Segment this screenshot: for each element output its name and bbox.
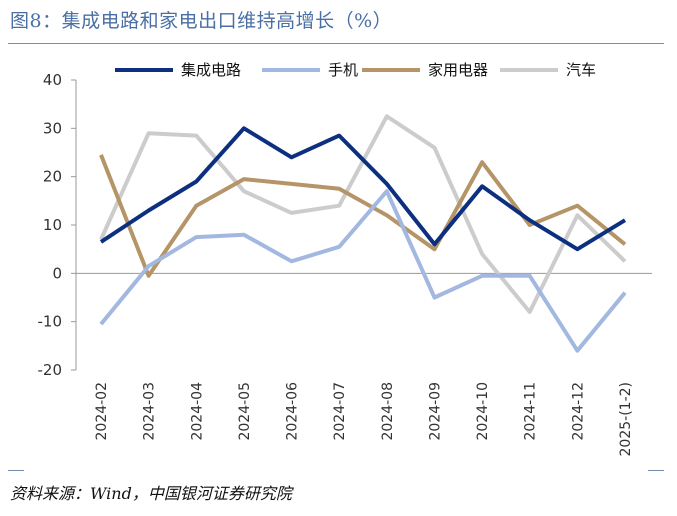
y-tick-label: 40 — [43, 71, 62, 89]
legend-label: 手机 — [328, 61, 358, 79]
x-tick-label: 2024-10 — [475, 382, 491, 441]
x-tick-label: 2024-08 — [380, 382, 396, 441]
top-divider — [8, 43, 664, 44]
x-tick-label: 2024-11 — [523, 382, 539, 441]
x-tick-label: 2024-05 — [237, 382, 253, 441]
y-tick-label: -10 — [38, 313, 63, 331]
x-tick-label: 2024-09 — [427, 382, 443, 441]
chart-series — [99, 114, 627, 353]
source-note: 资料来源：Wind，中国银河证券研究院 — [10, 484, 292, 503]
bottom-divider-right — [648, 470, 664, 471]
series-line-手机 — [99, 189, 627, 353]
y-tick-label: 10 — [43, 216, 62, 234]
x-tick-label: 2024-07 — [332, 382, 348, 441]
y-tick-label: 20 — [43, 168, 62, 186]
x-tick-label: 2024-02 — [94, 382, 110, 441]
series-line-集成电路 — [99, 126, 627, 252]
chart-axes: 40 30 20 10 0 -10 -20 2024-02 2024-03 2024-04 2024… — [38, 71, 652, 456]
chart-legend: 集成电路 手机 家用电器 汽车 — [115, 61, 596, 79]
x-tick-label: 2025-(1-2) — [618, 382, 634, 456]
x-tick-label: 2024-06 — [285, 382, 301, 441]
y-tick-label: -20 — [38, 361, 63, 379]
series-line-家用电器 — [99, 154, 627, 278]
x-tick-label: 2024-04 — [189, 382, 205, 441]
legend-label: 汽车 — [566, 61, 596, 79]
x-tick-label: 2024-03 — [142, 382, 158, 441]
x-tick-label: 2024-12 — [570, 382, 586, 441]
legend-label: 集成电路 — [181, 61, 241, 79]
series-line-汽车 — [99, 114, 627, 314]
figure-title: 图8：集成电路和家电出口维持高增长（%） — [10, 10, 393, 32]
y-tick-label: 0 — [52, 264, 62, 282]
y-tick-label: 30 — [43, 119, 62, 137]
legend-label: 家用电器 — [428, 61, 488, 79]
bottom-divider-left — [8, 470, 24, 471]
